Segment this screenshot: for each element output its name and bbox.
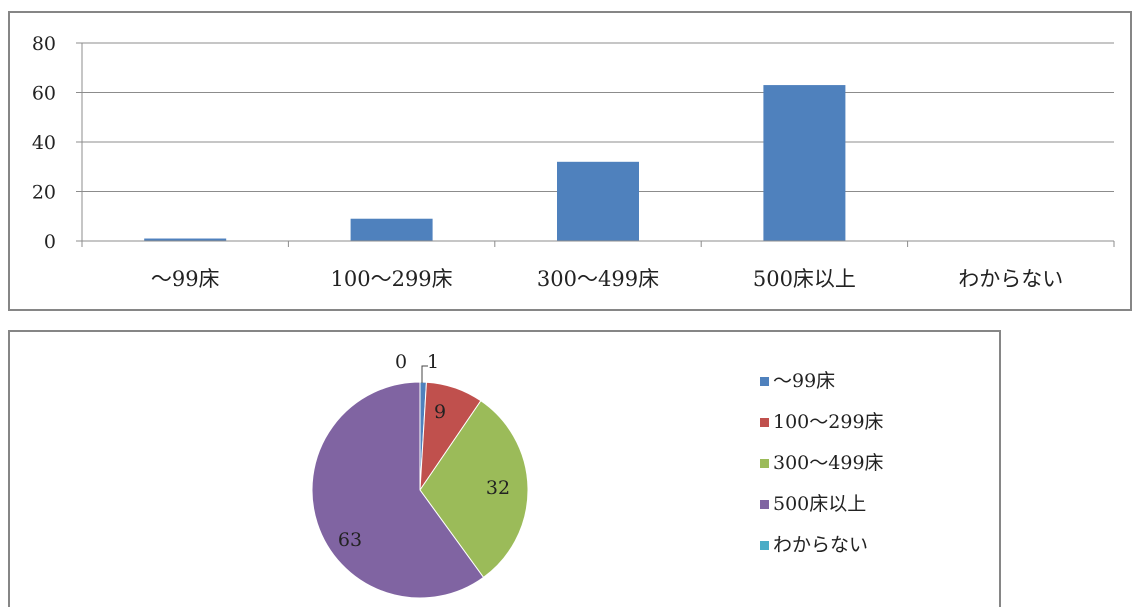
- bar: [557, 161, 639, 241]
- pie-slice: [311, 381, 485, 599]
- y-tick-label: 20: [32, 182, 56, 204]
- x-tick-label: 500床以上: [753, 267, 856, 291]
- pie-slice: [419, 400, 529, 579]
- legend-swatch: [760, 459, 769, 468]
- legend-label: 300～499床: [773, 452, 884, 474]
- bar-chart-panel: 0 20 40 60 80 ～99床 100～299床 300～499床 500床以上 わからない: [8, 11, 1132, 311]
- bar: [144, 238, 227, 241]
- legend-label: 500床以上: [773, 493, 866, 515]
- data-label: 63: [338, 529, 362, 551]
- data-label: 1: [427, 351, 439, 373]
- x-tick-label: ～99床: [151, 267, 220, 291]
- data-label: 0: [395, 351, 407, 373]
- y-tick-label: 0: [44, 231, 56, 253]
- bar: [763, 85, 846, 241]
- x-tick-label: わからない: [958, 267, 1063, 291]
- legend-swatch: [760, 418, 769, 427]
- legend-swatch: [760, 377, 769, 386]
- data-label: 32: [486, 477, 510, 499]
- y-tick-label: 60: [32, 83, 56, 105]
- pie-chart-panel: 1 9 32 63 0 ～99床 100～299床 300～499床 500床以上 わからない: [8, 330, 1001, 607]
- leader-line: [421, 365, 428, 383]
- x-tick-label: 300～499床: [537, 267, 659, 291]
- x-tick-label: 100～299床: [331, 267, 453, 291]
- bar-chart: 0 20 40 60 80 ～99床 100～299床 300～499床 500床以上 わからない: [32, 33, 1115, 291]
- legend-label: ～99床: [773, 370, 835, 392]
- data-label: 9: [434, 401, 446, 423]
- legend-swatch: [760, 541, 769, 550]
- y-tick-label: 80: [32, 33, 56, 55]
- legend-label: わからない: [773, 534, 868, 556]
- bar: [350, 218, 433, 241]
- legend-swatch: [760, 500, 769, 509]
- y-tick-label: 40: [32, 132, 56, 154]
- legend-label: 100～299床: [773, 411, 884, 433]
